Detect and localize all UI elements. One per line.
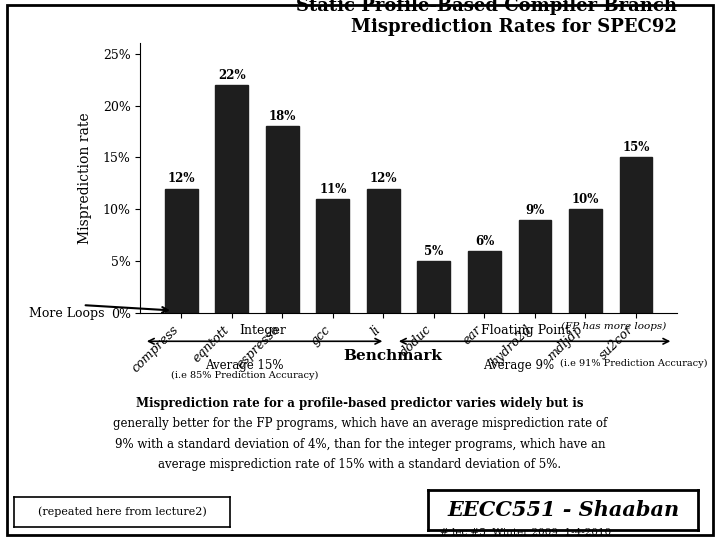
Bar xyxy=(468,251,501,313)
Text: 5%: 5% xyxy=(424,245,444,258)
Text: 12%: 12% xyxy=(168,172,195,185)
Text: 12%: 12% xyxy=(369,172,397,185)
Text: (repeated here from lecture2): (repeated here from lecture2) xyxy=(38,507,207,517)
Bar xyxy=(418,261,450,313)
Text: 10%: 10% xyxy=(572,193,599,206)
Text: (i.e 85% Prediction Accuracy): (i.e 85% Prediction Accuracy) xyxy=(171,370,318,380)
Text: 22%: 22% xyxy=(218,69,246,82)
Text: (FP has more loops): (FP has more loops) xyxy=(561,322,666,331)
Text: 9% with a standard deviation of 4%, than for the integer programs, which have an: 9% with a standard deviation of 4%, than… xyxy=(114,438,606,451)
Text: Integer: Integer xyxy=(239,324,287,337)
Bar xyxy=(316,199,349,313)
Text: Misprediction rate for a profile-based predictor varies widely but is: Misprediction rate for a profile-based p… xyxy=(136,397,584,410)
Text: (i.e 91% Prediction Accuracy): (i.e 91% Prediction Accuracy) xyxy=(560,359,707,368)
Text: 15%: 15% xyxy=(622,141,649,154)
Bar xyxy=(518,220,552,313)
Bar xyxy=(165,188,197,313)
Text: 11%: 11% xyxy=(319,183,346,196)
Y-axis label: Misprediction rate: Misprediction rate xyxy=(78,112,91,244)
Text: Floating Point: Floating Point xyxy=(481,324,570,337)
Text: 9%: 9% xyxy=(526,204,544,217)
Text: Average 9%: Average 9% xyxy=(483,359,554,372)
Text: 18%: 18% xyxy=(269,110,296,123)
Text: Average 15%: Average 15% xyxy=(205,359,284,372)
Text: Benchmark: Benchmark xyxy=(343,349,442,363)
Text: More Loops: More Loops xyxy=(29,307,104,320)
Text: generally better for the FP programs, which have an average misprediction rate o: generally better for the FP programs, wh… xyxy=(113,417,607,430)
Bar xyxy=(215,85,248,313)
Bar xyxy=(569,210,602,313)
Text: 6%: 6% xyxy=(474,235,494,248)
Text: EECC551 - Shaaban: EECC551 - Shaaban xyxy=(447,500,680,520)
Text: # lec #5  Winter 2009  1-4-2010: # lec #5 Winter 2009 1-4-2010 xyxy=(440,528,611,537)
Bar xyxy=(266,126,299,313)
Text: average misprediction rate of 15% with a standard deviation of 5%.: average misprediction rate of 15% with a… xyxy=(158,458,562,471)
Bar xyxy=(620,158,652,313)
Text: Static Profile-Based Compiler Branch
Misprediction Rates for SPEC92: Static Profile-Based Compiler Branch Mis… xyxy=(296,0,677,36)
Bar xyxy=(367,188,400,313)
